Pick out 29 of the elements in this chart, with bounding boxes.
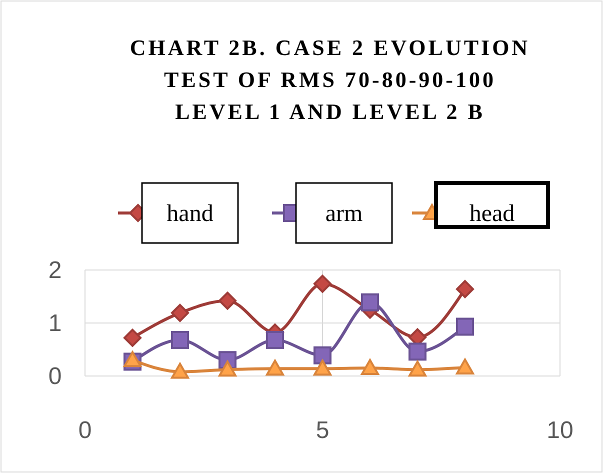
- point: [171, 362, 189, 379]
- chart-title: CHART 2B. CASE 2 EVOLUTION TEST OF RMS 70-80-90-100 LEVEL 1 AND LEVEL 2 B: [130, 35, 530, 124]
- y-tick-label: 0: [48, 363, 62, 390]
- point: [314, 360, 332, 376]
- point: [171, 304, 189, 322]
- legend-label: hand: [166, 201, 214, 227]
- x-tick-label: 10: [546, 417, 574, 444]
- point: [361, 293, 379, 312]
- x-tick-label: 5: [316, 417, 330, 444]
- point: [266, 360, 284, 376]
- point: [456, 358, 474, 375]
- point: [361, 359, 379, 376]
- y-tick-label: 2: [48, 257, 62, 284]
- point: [218, 360, 236, 377]
- point: [171, 330, 189, 349]
- point: [266, 330, 284, 349]
- point: [314, 346, 332, 364]
- point: [456, 318, 474, 336]
- point: [218, 292, 236, 310]
- point: [408, 342, 426, 361]
- point: [124, 328, 142, 347]
- point: [124, 351, 142, 368]
- legend-label: arm: [325, 201, 363, 227]
- legend-label: head: [469, 201, 515, 227]
- point: [408, 360, 426, 377]
- point: [456, 280, 474, 298]
- y-tick-label: 1: [48, 310, 62, 337]
- x-tick-label: 0: [78, 417, 92, 444]
- point: [314, 274, 332, 293]
